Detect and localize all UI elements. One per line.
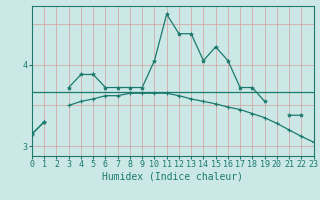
X-axis label: Humidex (Indice chaleur): Humidex (Indice chaleur) (102, 172, 243, 182)
